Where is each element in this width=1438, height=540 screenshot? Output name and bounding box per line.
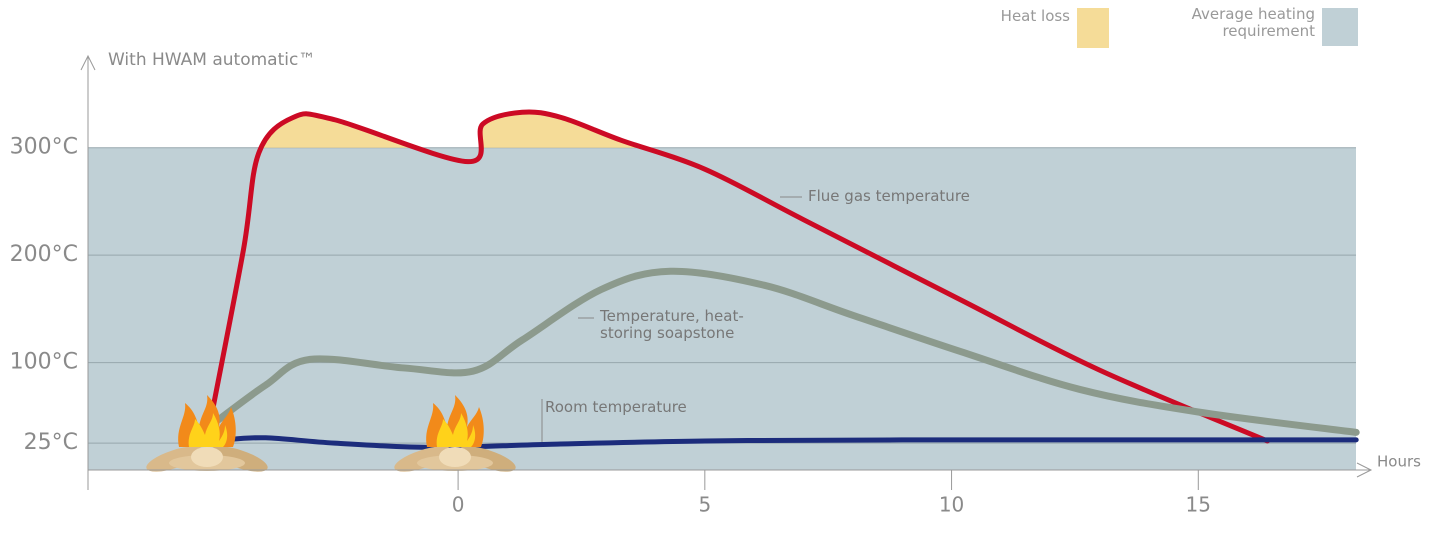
legend-label: Heat loss [1000, 7, 1070, 25]
legend-swatch [1322, 8, 1358, 46]
background [88, 147, 1356, 470]
y-tick-label: 200°C [10, 242, 78, 267]
series-annotation: Room temperature [545, 398, 687, 416]
series-line [215, 267, 1360, 436]
x-axis-title: Hours [1377, 453, 1421, 471]
heat-loss-area [261, 111, 644, 148]
legend-label: Average heating requirement [1191, 5, 1315, 40]
y-tick-label: 100°C [10, 350, 78, 375]
series-annotation: Temperature, heat-storing soapstone [600, 307, 744, 342]
legend-swatch [1077, 8, 1109, 48]
series-line [221, 435, 1359, 450]
x-tick-label: 15 [1186, 493, 1211, 517]
series-annotation: Flue gas temperature [808, 187, 970, 205]
foreground: 25°C 100°C 200°C 300°C 0 5 10 15 With HWAM autom… [10, 50, 1421, 517]
y-axis-title: With HWAM automatic™ [108, 50, 315, 70]
y-tick-label: 25°C [24, 430, 78, 455]
lines [208, 109, 1360, 450]
y-tick-label: 300°C [10, 135, 78, 160]
y-axis-arrow [80, 54, 96, 71]
x-tick-label: 5 [698, 493, 711, 517]
x-tick-label: 0 [452, 493, 465, 517]
heating-requirement-band [88, 147, 1356, 470]
x-tick-label: 10 [939, 493, 964, 517]
x-axis-arrow [1356, 462, 1373, 478]
series-line [208, 109, 1270, 444]
